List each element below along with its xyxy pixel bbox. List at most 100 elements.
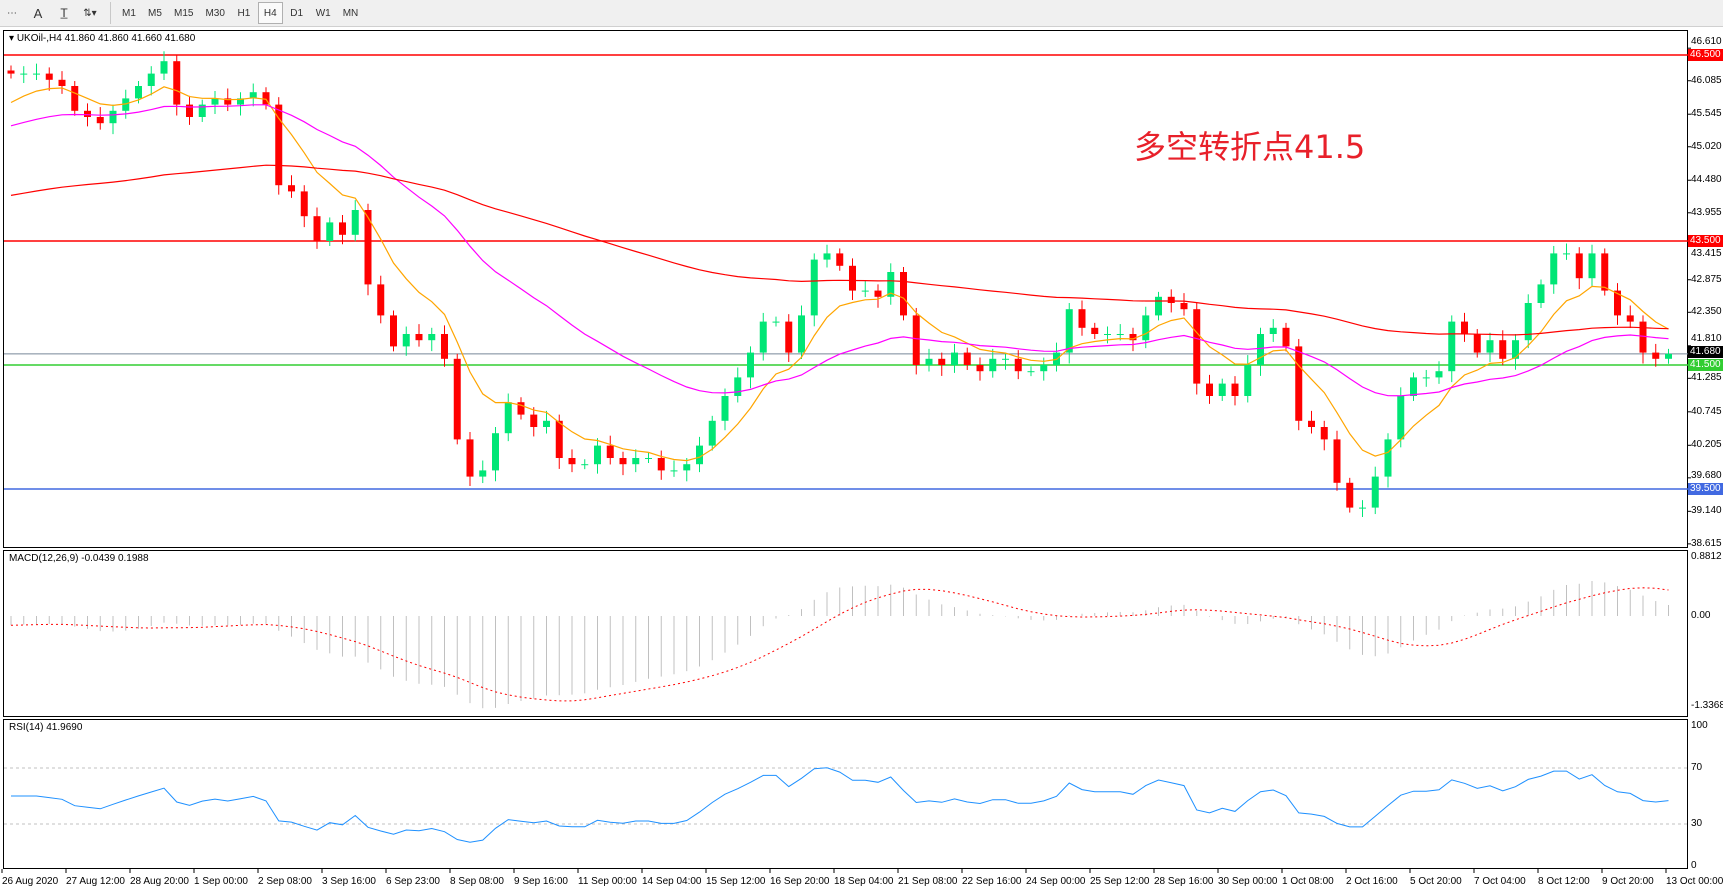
time-label: 16 Sep 20:00 — [770, 876, 830, 887]
candle — [1308, 410, 1315, 434]
candle — [479, 460, 487, 484]
time-label: 7 Oct 04:00 — [1474, 876, 1526, 887]
price-tick: 40.745 — [1691, 405, 1722, 417]
candle — [657, 450, 665, 480]
price-tick: 38.615 — [1691, 537, 1722, 549]
candle — [211, 90, 219, 115]
timeframe-m30[interactable]: M30 — [205, 7, 225, 19]
price-tick: 39.140 — [1691, 505, 1722, 517]
main-chart-pane[interactable]: ▾ UKOil-,H4 41.860 41.860 41.660 41.680 — [3, 30, 1688, 548]
candle — [938, 352, 946, 376]
candle — [1104, 326, 1111, 344]
price-tick: 46.610 — [1691, 36, 1722, 47]
candle — [288, 175, 295, 198]
candle — [147, 66, 155, 96]
price-tick: 42.350 — [1691, 306, 1722, 318]
candle — [1410, 372, 1417, 401]
arrows-icon[interactable]: ⇅▾ — [83, 7, 97, 19]
text-icon[interactable]: T̲ — [60, 6, 68, 20]
time-label: 25 Sep 12:00 — [1090, 876, 1150, 887]
candle — [1257, 327, 1264, 376]
candle — [71, 81, 79, 116]
toolbar: ⋯ A T̲ ⇅▾ M1 M5 M15 M30 H1 H4 D1 W1 MN — [0, 0, 1723, 27]
toolbar-separator — [110, 2, 111, 24]
ma-slow-line — [10, 164, 1669, 336]
time-label: 27 Aug 12:00 — [66, 876, 125, 887]
price-tick: 43.955 — [1691, 206, 1722, 218]
timeframe-h1[interactable]: H1 — [237, 7, 251, 19]
time-label: 14 Sep 04:00 — [642, 876, 702, 887]
candle — [721, 388, 729, 431]
time-label: 11 Sep 00:00 — [578, 876, 637, 887]
rsi-line — [11, 767, 1669, 843]
candle — [109, 104, 117, 135]
timeframe-m15[interactable]: M15 — [174, 7, 194, 19]
price-tick: 44.480 — [1691, 174, 1722, 186]
candle — [1295, 338, 1303, 431]
candle — [402, 326, 410, 356]
candle — [734, 367, 742, 403]
time-label: 26 Aug 2020 — [2, 876, 59, 887]
candle — [504, 393, 512, 442]
candle — [1435, 361, 1443, 384]
candle — [33, 63, 40, 81]
candle — [1537, 279, 1545, 308]
price-tick: 46.085 — [1691, 74, 1722, 86]
candle — [428, 327, 436, 352]
timeframe-mn[interactable]: MN — [342, 7, 359, 19]
rsi-tick: 0 — [1691, 860, 1697, 871]
candle — [1512, 334, 1519, 370]
time-label: 13 Oct 00:00 — [1666, 876, 1723, 887]
timeframe-m5[interactable]: M5 — [148, 7, 162, 19]
candle — [1142, 306, 1150, 349]
candle — [58, 71, 66, 94]
macd-pane[interactable]: MACD(12,26,9) -0.0439 0.1988 — [3, 550, 1688, 717]
annotation-text: 多空转折点41.5 — [1134, 128, 1366, 166]
symbol-label: ▾ UKOil-,H4 41.860 41.860 41.660 41.680 — [9, 33, 196, 44]
price-tick: 42.875 — [1691, 273, 1722, 285]
candle — [925, 348, 933, 372]
time-label: 6 Sep 23:00 — [386, 876, 440, 887]
price-tick: 40.205 — [1691, 439, 1722, 451]
candle — [836, 248, 844, 271]
price-tick: 41.810 — [1691, 332, 1722, 344]
candle — [696, 436, 703, 473]
timeframe-m1[interactable]: M1 — [122, 7, 136, 19]
candle — [1461, 312, 1468, 342]
candle — [377, 275, 385, 324]
candle — [1027, 366, 1035, 377]
timeframe-w1[interactable]: W1 — [315, 7, 331, 19]
candle — [1371, 466, 1379, 515]
candle — [568, 449, 576, 473]
rsi-tick: 70 — [1691, 762, 1703, 773]
price-tick: 41.285 — [1691, 372, 1722, 384]
candle — [1448, 315, 1456, 383]
time-label: 9 Oct 20:00 — [1602, 876, 1654, 887]
candle — [390, 310, 397, 352]
candle — [1320, 420, 1328, 451]
rsi-pane[interactable]: RSI(14) 41.9690 — [3, 719, 1688, 869]
candle — [313, 207, 321, 249]
candle — [1014, 350, 1022, 380]
macd-tick: -1.3368 — [1691, 699, 1723, 711]
candle — [1397, 387, 1405, 448]
candle — [772, 316, 780, 327]
candle — [1473, 329, 1481, 358]
time-label: 1 Oct 08:00 — [1282, 876, 1334, 887]
candle — [351, 200, 359, 242]
period-separator-icon[interactable]: ⋯ — [7, 7, 17, 19]
candle — [887, 263, 895, 305]
candle — [1575, 247, 1583, 290]
timeframe-h4[interactable]: H4 — [257, 2, 283, 24]
ma-fast-line — [10, 86, 1669, 462]
candle — [849, 258, 856, 301]
candle — [989, 348, 997, 378]
candle — [963, 347, 971, 370]
candle — [632, 449, 640, 473]
price-tick: 43.415 — [1691, 248, 1722, 259]
time-label: 18 Sep 04:00 — [834, 876, 894, 887]
rsi-label: RSI(14) 41.9690 — [9, 722, 83, 733]
timeframe-d1[interactable]: D1 — [290, 7, 304, 19]
text-label-icon[interactable]: A — [33, 5, 43, 21]
candle — [20, 66, 28, 84]
